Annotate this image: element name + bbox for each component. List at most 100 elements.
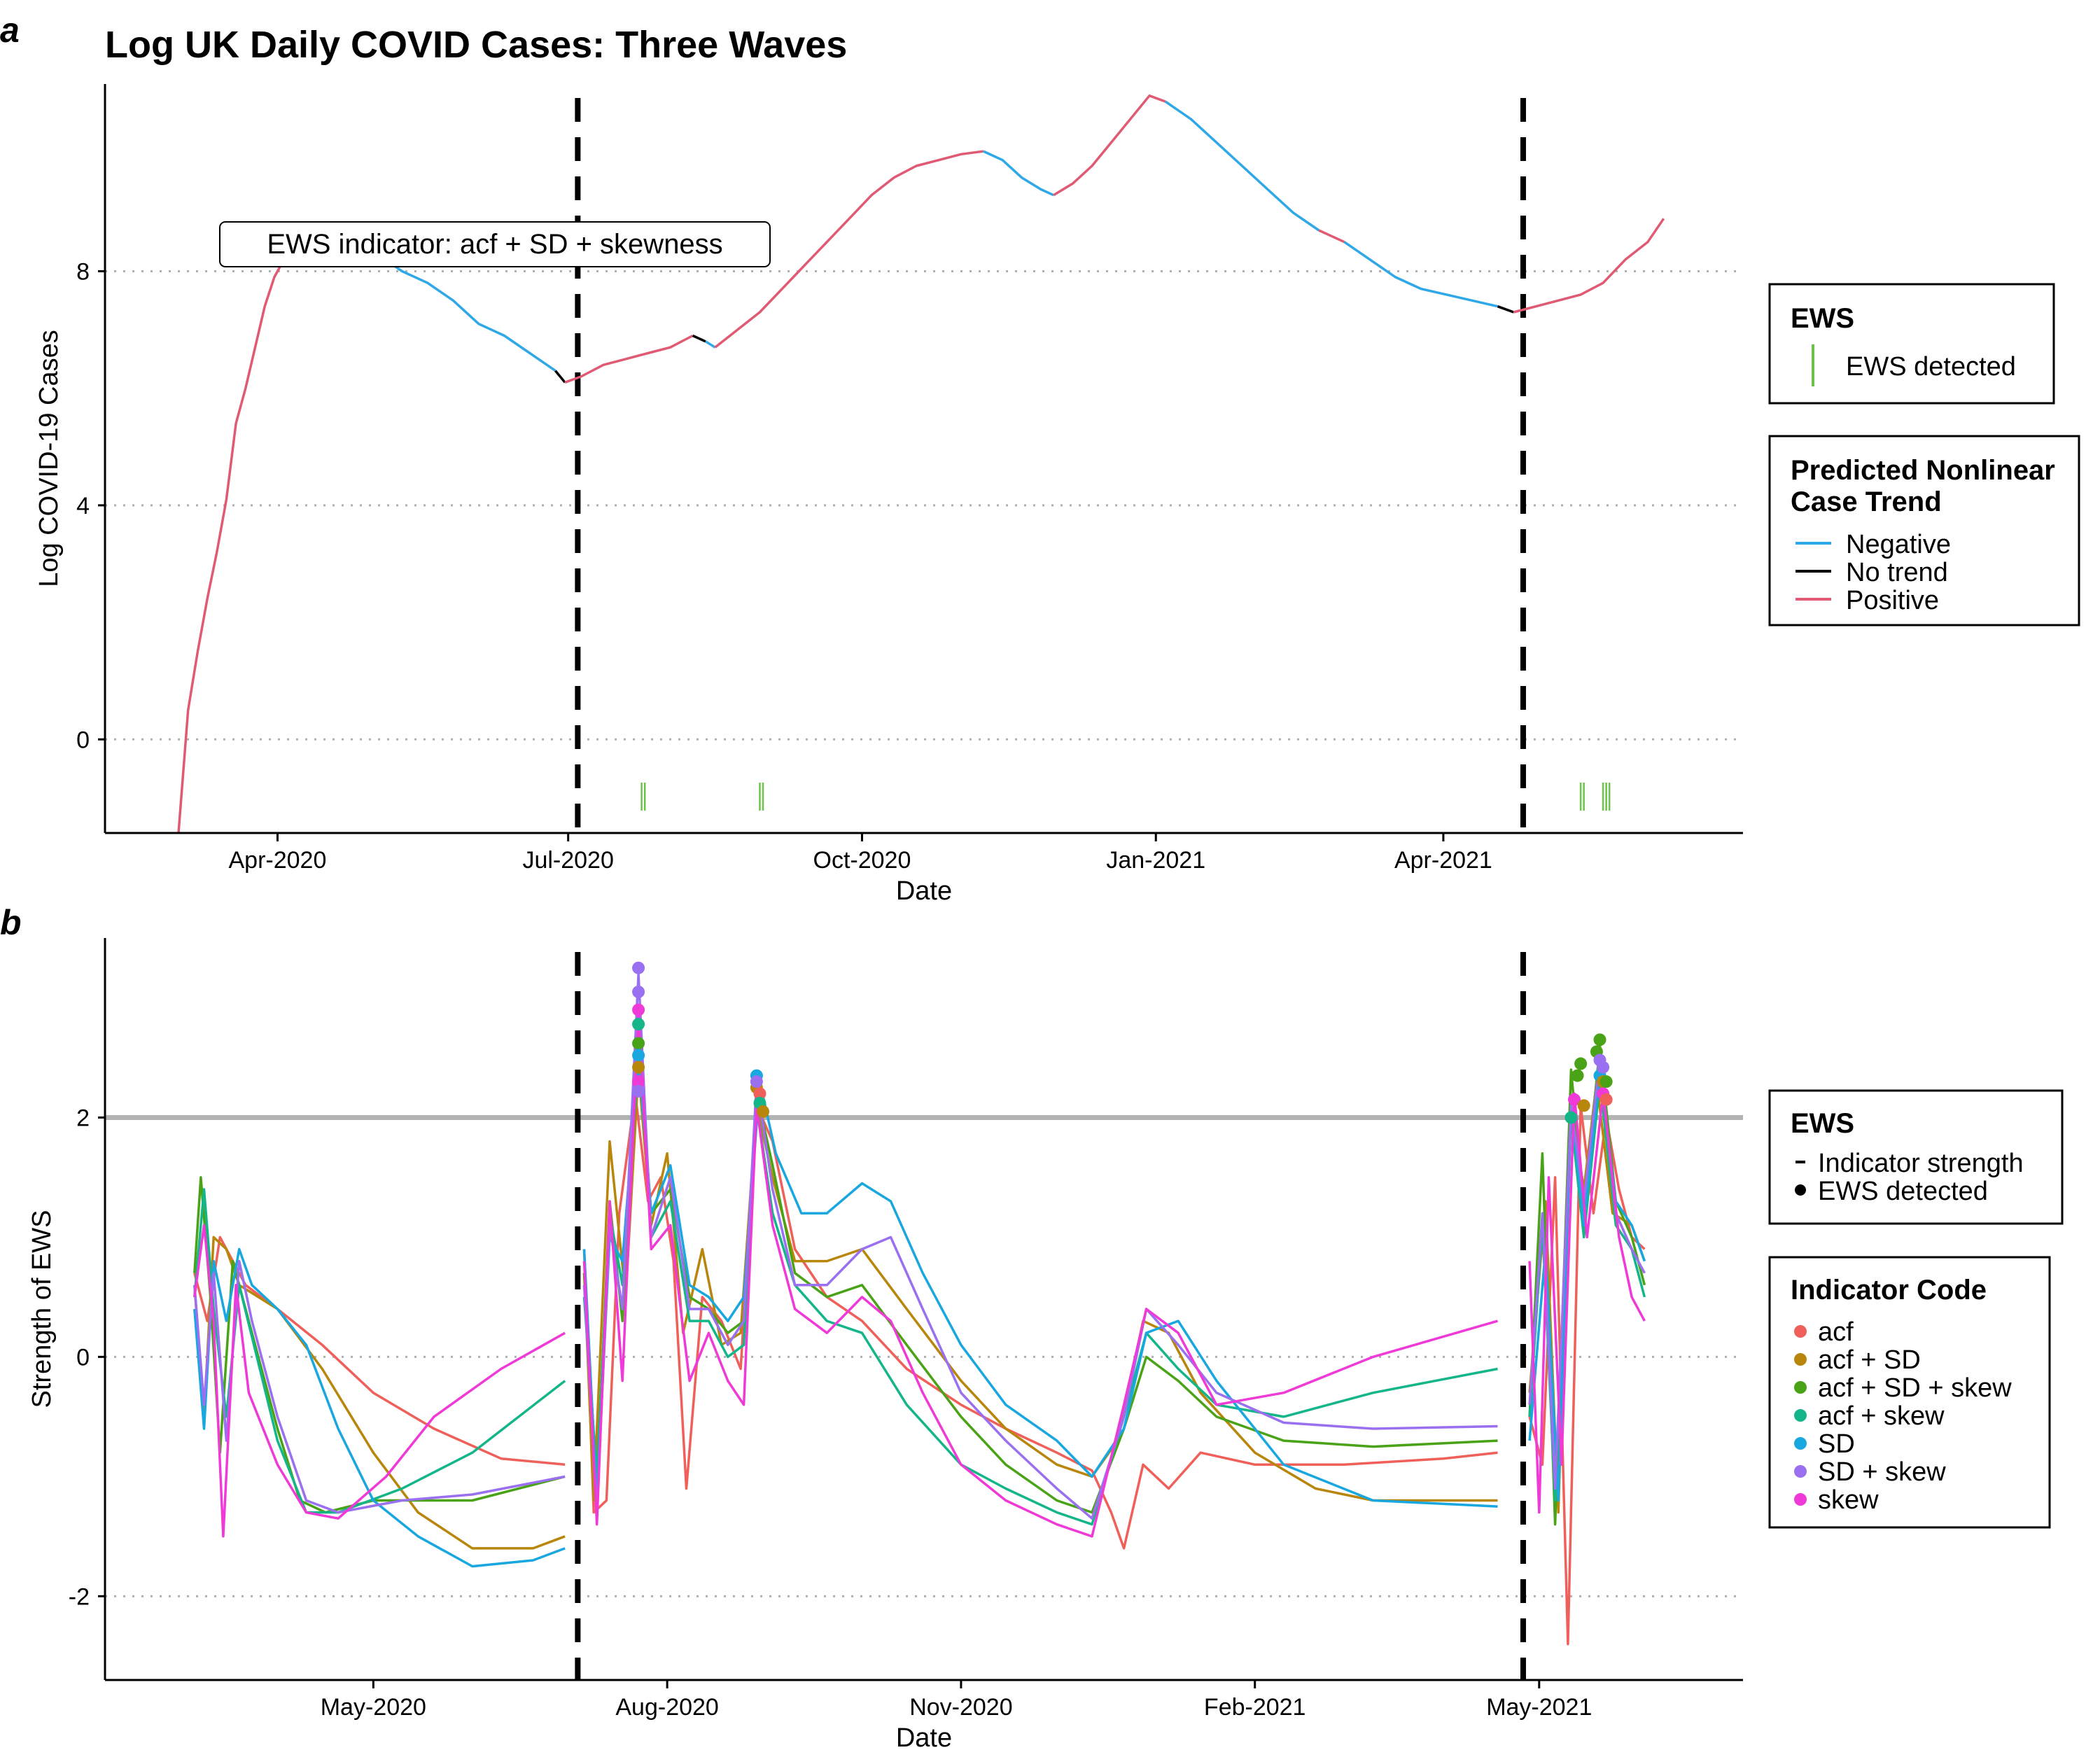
x-tick-label: Feb-2021 [1204, 1694, 1306, 1721]
case-trend-negative [983, 150, 1054, 197]
series-sd [193, 1247, 566, 1568]
case-trend-negative [1164, 100, 1320, 232]
legend-item-indicator-strength: Indicator strength [1818, 1149, 2024, 1178]
series-acf-skew [582, 1020, 1498, 1526]
case-trend-negative [1343, 241, 1498, 308]
legend-item-acf: acf [1818, 1317, 1854, 1347]
case-trend-positive [1053, 94, 1166, 197]
ews-detected-point [632, 985, 645, 998]
ews-detected-point [1571, 1069, 1584, 1082]
legend-item-positive: Positive [1846, 586, 1939, 615]
legend-frame [1768, 1256, 2051, 1529]
ews-detected-point [1577, 1099, 1590, 1112]
ews-detected-point [750, 1075, 763, 1088]
case-trend-positive [1513, 218, 1665, 314]
ews-detected-point [632, 1049, 645, 1062]
panel-b: b -202 May-2020 Aug-2020 Nov-2020 Feb-2021 M… [0, 903, 2064, 1750]
ews-detected-point [1574, 1057, 1588, 1070]
legend-dot-acf [1794, 1325, 1807, 1338]
panel-b-ews-points [632, 961, 1613, 1124]
series-sd [1528, 1068, 1646, 1502]
panel-a-ews-ticks [640, 783, 1611, 811]
x-tick-label: May-2021 [1486, 1694, 1592, 1721]
panel-a-legend-trend: Predicted Nonlinear Case Trend Negative … [1768, 435, 2080, 626]
x-tick-label: Nov-2020 [909, 1694, 1012, 1721]
ews-detected-point [632, 1003, 645, 1016]
panel-b-wave-markers [575, 952, 1526, 1680]
panel-b-x-ticks: May-2020 Aug-2020 Nov-2020 Feb-2021 May-2021 [321, 1680, 1592, 1721]
y-tick-label: 4 [76, 493, 90, 519]
ews-detected-point [757, 1105, 770, 1118]
legend-frame [1768, 283, 2055, 405]
series-sd-skew [193, 1259, 566, 1514]
ews-detected-point [1564, 1111, 1578, 1124]
legend-item-ews-detected: EWS detected [1818, 1177, 1988, 1206]
panel-a-annotation: EWS indicator: acf + SD + skewness [219, 221, 771, 267]
y-tick-label: 0 [76, 727, 90, 753]
legend-dot-sd [1794, 1437, 1807, 1450]
panel-b-x-label: Date [896, 1723, 952, 1750]
legend-dot-skew [1794, 1493, 1807, 1506]
case-trend-positive [1318, 229, 1345, 244]
legend-title-line2: Case Trend [1791, 486, 1942, 517]
y-tick-label: -2 [69, 1583, 90, 1610]
legend-item-negative: Negative [1846, 530, 1951, 559]
x-tick-label: Oct-2020 [813, 847, 911, 874]
panel-a-x-label: Date [896, 876, 952, 906]
panel-a-letter: a [0, 10, 20, 50]
series-acf-sd [193, 1236, 566, 1550]
x-tick-label: May-2020 [321, 1694, 426, 1721]
case-trend-positive [714, 150, 984, 349]
legend-title: Indicator Code [1791, 1275, 1987, 1306]
ews-detected-point [632, 1018, 645, 1031]
panel-a-series [177, 94, 1665, 834]
y-tick-label: 8 [76, 259, 90, 286]
ews-detected-point [632, 961, 645, 974]
series-acf-skew [193, 1188, 566, 1514]
legend-item-acf-sd-skew: acf + SD + skew [1818, 1373, 2012, 1403]
panel-a: a Log UK Daily COVID Cases: Three Waves … [0, 10, 2080, 906]
ews-detected-point [632, 1075, 645, 1088]
legend-title-line1: Predicted Nonlinear [1791, 455, 2055, 486]
y-tick-label: 2 [76, 1105, 90, 1131]
case-trend-no-trend [554, 370, 566, 384]
series-skew [582, 1008, 1498, 1538]
case-trend-positive [564, 334, 694, 384]
legend-item-sd-skew: SD + skew [1818, 1457, 1946, 1487]
legend-item-no-trend: No trend [1846, 558, 1948, 587]
panel-a-legend-ews: EWS EWS detected [1768, 283, 2055, 405]
series-skew [193, 1224, 566, 1538]
ews-detected-point [1593, 1033, 1606, 1046]
legend-frame [1768, 435, 2080, 626]
panel-b-legend-ews: EWS Indicator strength EWS detected [1768, 1089, 2064, 1225]
x-tick-label: Apr-2020 [229, 847, 327, 874]
legend-item-sd: SD [1818, 1429, 1855, 1459]
legend-frame [1768, 1089, 2064, 1225]
panel-b-series [193, 972, 1646, 1646]
ews-detected-point [1597, 1060, 1610, 1074]
legend-item-ews-detected: EWS detected [1846, 352, 2016, 382]
panel-b-y-label: Strength of EWS [27, 1210, 57, 1408]
annotation-text: EWS indicator: acf + SD + skewness [267, 229, 722, 260]
series-sd-skew [582, 972, 1498, 1520]
legend-dot-sd-skew [1794, 1465, 1807, 1478]
legend-dot-acf-skew [1794, 1409, 1807, 1422]
series-sd [582, 1056, 1498, 1508]
x-tick-label: Apr-2021 [1394, 847, 1492, 874]
legend-title: EWS [1791, 303, 1854, 334]
legend-title: EWS [1791, 1108, 1854, 1139]
series-skew [1528, 1092, 1646, 1514]
panel-a-y-ticks: 0 4 8 [76, 259, 105, 753]
panel-b-gridlines [105, 1355, 1743, 1597]
case-trend-no-trend [692, 334, 706, 343]
ews-detected-point [1567, 1093, 1581, 1106]
ews-detected-point [632, 1060, 645, 1074]
ews-detected-dot-key [1795, 1184, 1806, 1196]
series-acf-sd [582, 1068, 1498, 1502]
ews-detected-point [1600, 1075, 1613, 1088]
case-trend-positive [177, 246, 295, 834]
y-tick-label: 0 [76, 1344, 90, 1371]
